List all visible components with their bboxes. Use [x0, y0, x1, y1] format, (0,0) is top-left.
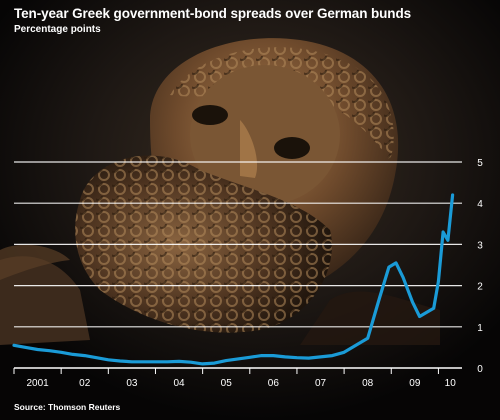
y-tick-label: 4: [477, 199, 483, 210]
x-axis: 2001 02 03 04 05 06 07 08 09 10: [13, 367, 462, 389]
x-tick-label: 09: [409, 378, 421, 389]
gridlines: [14, 161, 462, 328]
y-tick-label: 2: [477, 282, 483, 293]
x-tick-label: 06: [268, 378, 280, 389]
y-tick-label: 5: [477, 158, 483, 169]
y-axis: 0 1 2 3 4 5: [477, 158, 483, 375]
y-tick-label: 3: [477, 240, 483, 251]
x-tick-label: 07: [315, 378, 327, 389]
x-tick-label: 10: [445, 378, 457, 389]
x-tick-label: 04: [173, 378, 185, 389]
x-tick-label: 05: [221, 378, 233, 389]
series-line: [12, 193, 455, 366]
y-tick-label: 1: [477, 323, 483, 334]
chart-title: Ten-year Greek government-bond spreads o…: [14, 6, 412, 21]
series-line-path: [12, 193, 455, 366]
x-tick-label: 08: [362, 378, 374, 389]
x-tick-label: 2001: [26, 378, 49, 389]
x-tick-label: 02: [79, 378, 91, 389]
y-tick-label: 0: [477, 364, 483, 375]
x-tick-label: 03: [126, 378, 138, 389]
chart-subtitle: Percentage points: [14, 24, 101, 35]
source-note: Source: Thomson Reuters: [14, 402, 121, 412]
